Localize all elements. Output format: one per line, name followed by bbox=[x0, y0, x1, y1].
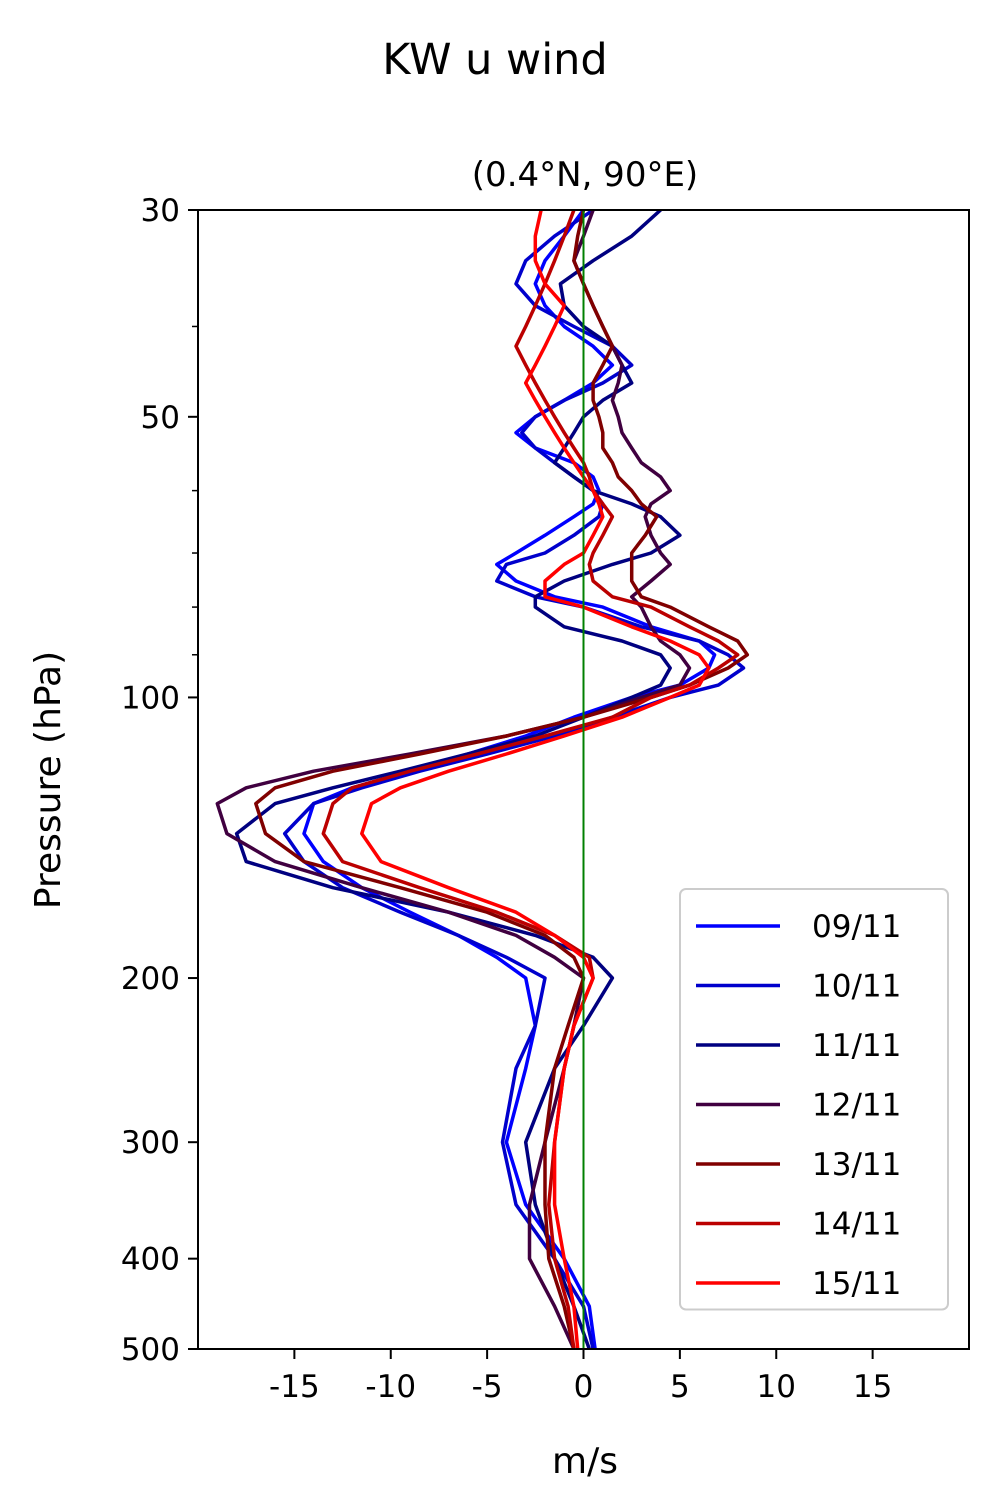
chart-title: KW u wind bbox=[382, 35, 607, 85]
legend-label: 12/11 bbox=[812, 1088, 901, 1124]
legend-label: 14/11 bbox=[812, 1207, 901, 1243]
axes: -15 -10 -5 0 5 10 15 30 50 100 200 300 400 500 bbox=[121, 193, 970, 1405]
legend-label: 13/11 bbox=[812, 1147, 901, 1183]
y-tick-label: 30 bbox=[141, 193, 180, 229]
series-line-10-11 bbox=[282, 210, 746, 1349]
x-tick-label: 10 bbox=[757, 1369, 796, 1405]
y-tick-label: 50 bbox=[141, 400, 180, 436]
y-tick-label: 400 bbox=[121, 1242, 180, 1278]
x-tick-label: 0 bbox=[574, 1369, 594, 1405]
legend-label: 11/11 bbox=[812, 1028, 901, 1064]
y-tick-label: 300 bbox=[121, 1125, 180, 1161]
legend: 09/11 10/11 11/11 12/11 13/11 14/11 15/11 bbox=[679, 888, 949, 1311]
legend-label: 09/11 bbox=[812, 909, 901, 945]
y-tick-label: 100 bbox=[121, 680, 180, 716]
chart-subtitle: (0.4°N, 90°E) bbox=[472, 155, 698, 195]
x-axis-label: m/s bbox=[552, 1441, 618, 1482]
x-tick-label: -5 bbox=[472, 1369, 503, 1405]
y-axis-label: Pressure (hPa) bbox=[28, 651, 69, 909]
x-tick-label: -15 bbox=[269, 1369, 320, 1405]
legend-label: 10/11 bbox=[812, 969, 901, 1005]
series-line-15-11 bbox=[360, 210, 711, 1349]
legend-box bbox=[679, 888, 949, 1311]
series-line-12-11 bbox=[215, 210, 692, 1349]
series-line-13-11 bbox=[254, 210, 750, 1349]
x-tick-label: 5 bbox=[670, 1369, 690, 1405]
x-tick-label: -10 bbox=[365, 1369, 416, 1405]
plot-area bbox=[215, 210, 750, 1349]
series-group bbox=[215, 210, 750, 1349]
x-tick-label: 15 bbox=[853, 1369, 892, 1405]
y-tick-label: 500 bbox=[121, 1332, 180, 1368]
legend-label: 15/11 bbox=[812, 1266, 901, 1302]
y-tick-label: 200 bbox=[121, 961, 180, 997]
